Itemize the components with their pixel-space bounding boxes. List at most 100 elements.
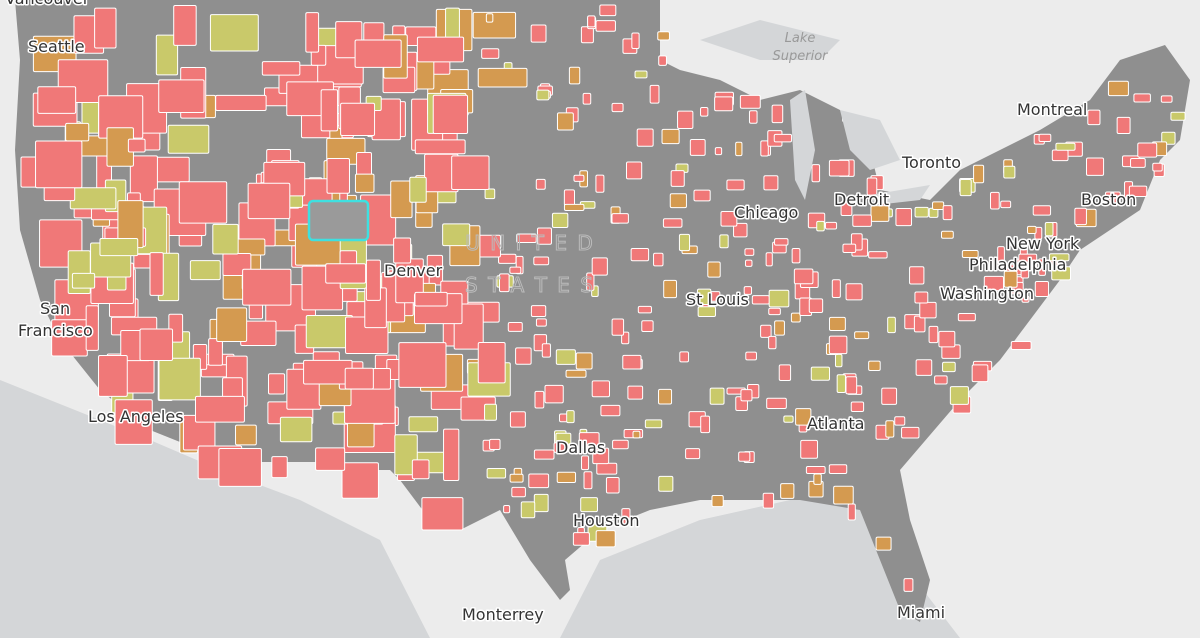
county[interactable] [35, 140, 83, 189]
county[interactable] [901, 426, 920, 439]
county[interactable] [744, 259, 753, 267]
county[interactable] [1051, 266, 1071, 281]
county[interactable] [895, 207, 913, 227]
county[interactable] [852, 214, 872, 227]
county[interactable] [541, 343, 551, 358]
county[interactable] [208, 338, 223, 366]
county[interactable] [563, 189, 576, 207]
county[interactable] [808, 298, 824, 314]
county[interactable] [834, 353, 843, 368]
county[interactable] [795, 408, 812, 426]
county[interactable] [354, 173, 375, 193]
county[interactable] [565, 369, 587, 378]
county[interactable] [885, 420, 895, 438]
county[interactable] [536, 89, 550, 101]
county[interactable] [1085, 157, 1105, 176]
county[interactable] [833, 485, 854, 505]
county[interactable] [556, 471, 577, 484]
county[interactable] [481, 48, 500, 59]
county[interactable] [735, 141, 743, 157]
county[interactable] [578, 432, 600, 448]
county[interactable] [783, 415, 794, 423]
county[interactable] [1000, 200, 1012, 209]
county[interactable] [99, 238, 139, 257]
county[interactable] [928, 325, 939, 344]
county[interactable] [477, 67, 528, 88]
county[interactable] [98, 354, 128, 397]
county[interactable] [636, 128, 654, 147]
county[interactable] [575, 352, 593, 370]
county[interactable] [612, 439, 629, 450]
county[interactable] [354, 39, 402, 68]
county[interactable] [780, 483, 795, 499]
county[interactable] [740, 389, 753, 402]
county[interactable] [472, 11, 517, 39]
county[interactable] [139, 328, 174, 361]
county[interactable] [158, 79, 205, 114]
county[interactable] [745, 351, 757, 361]
county[interactable] [632, 430, 641, 439]
county[interactable] [451, 155, 490, 191]
county[interactable] [114, 399, 153, 445]
county[interactable] [149, 252, 164, 296]
county[interactable] [566, 410, 575, 424]
county[interactable] [915, 359, 933, 376]
county[interactable] [811, 164, 821, 183]
county[interactable] [69, 187, 117, 210]
county[interactable] [611, 318, 625, 336]
county[interactable] [394, 434, 418, 476]
county[interactable] [1038, 133, 1052, 142]
county[interactable] [805, 465, 826, 475]
county[interactable] [533, 493, 549, 513]
county[interactable] [127, 138, 146, 153]
county[interactable] [720, 211, 738, 227]
county[interactable] [744, 248, 755, 256]
county[interactable] [983, 275, 1004, 292]
county[interactable] [765, 252, 773, 267]
county[interactable] [580, 497, 598, 513]
county[interactable] [568, 66, 581, 85]
county[interactable] [711, 494, 724, 508]
county[interactable] [340, 102, 376, 137]
county[interactable] [1055, 142, 1076, 151]
county[interactable] [677, 110, 694, 129]
county[interactable] [938, 330, 956, 348]
county[interactable] [653, 252, 664, 267]
county[interactable] [793, 268, 814, 285]
county[interactable] [700, 106, 709, 117]
county[interactable] [932, 201, 945, 211]
county[interactable] [591, 257, 608, 276]
county[interactable] [341, 462, 379, 499]
county[interactable] [271, 456, 288, 479]
county[interactable] [649, 84, 660, 104]
county[interactable] [583, 471, 593, 490]
county[interactable] [842, 243, 857, 254]
county[interactable] [572, 532, 590, 546]
county[interactable] [563, 203, 585, 212]
county[interactable] [997, 246, 1005, 264]
county[interactable] [634, 70, 648, 79]
county[interactable] [484, 403, 497, 421]
county[interactable] [1116, 116, 1131, 135]
county[interactable] [411, 459, 430, 480]
county[interactable] [365, 259, 381, 301]
county[interactable] [591, 380, 610, 398]
county[interactable] [1003, 270, 1018, 288]
county[interactable] [209, 14, 259, 52]
county[interactable] [611, 102, 624, 113]
county[interactable] [1087, 109, 1101, 126]
county[interactable] [631, 32, 640, 50]
county[interactable] [218, 448, 262, 487]
county[interactable] [934, 375, 948, 385]
county[interactable] [414, 139, 466, 155]
county[interactable] [94, 7, 117, 49]
county[interactable] [1032, 205, 1052, 216]
county[interactable] [959, 179, 972, 197]
county[interactable] [416, 36, 465, 63]
county[interactable] [555, 349, 576, 365]
county[interactable] [743, 286, 753, 295]
county[interactable] [961, 249, 979, 259]
county[interactable] [509, 473, 524, 483]
county[interactable] [1128, 185, 1148, 197]
county[interactable] [129, 155, 158, 203]
